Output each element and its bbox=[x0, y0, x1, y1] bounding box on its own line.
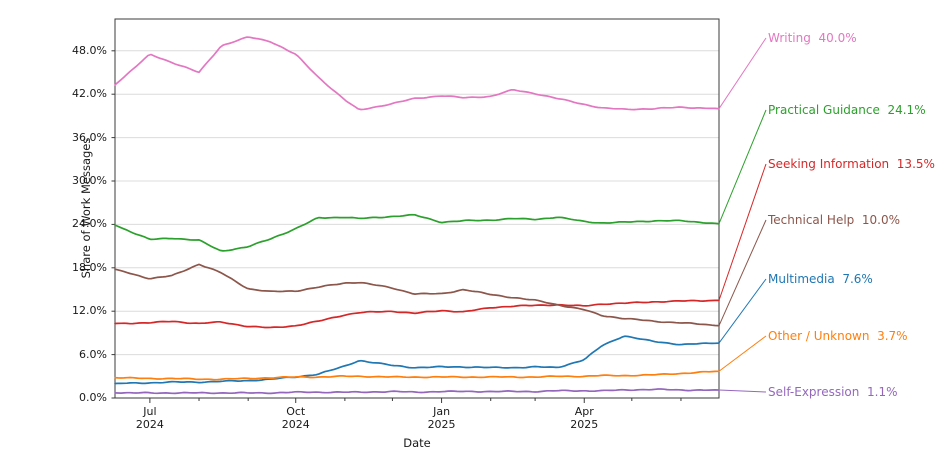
leader-line-other-unknown bbox=[718, 335, 767, 372]
y-axis-title: Share of Work Messages bbox=[79, 137, 93, 279]
leader-line-technical-help bbox=[718, 219, 767, 326]
y-tick-label: 12.0% bbox=[72, 304, 107, 318]
y-tick-label: 42.0% bbox=[72, 87, 107, 101]
series-line-writing bbox=[114, 36, 720, 111]
series-line-self-expression bbox=[114, 388, 720, 395]
x-tick-label: Jan 2025 bbox=[427, 405, 456, 431]
plot-border bbox=[114, 18, 720, 399]
leader-line-writing bbox=[718, 37, 767, 109]
leader-line-self-expression bbox=[718, 389, 767, 393]
y-tick-label: 18.0% bbox=[72, 260, 107, 274]
y-tick-label: 0.0% bbox=[79, 391, 107, 404]
x-tick-label: Oct 2024 bbox=[281, 405, 310, 431]
leader-line-seeking-information bbox=[718, 163, 767, 301]
series-label-practical-guidance: Practical Guidance 24.1% bbox=[768, 103, 926, 117]
series-label-multimedia: Multimedia 7.6% bbox=[768, 272, 873, 286]
leader-line-multimedia bbox=[718, 278, 767, 344]
series-label-other-unknown: Other / Unknown 3.7% bbox=[768, 329, 908, 343]
series-label-writing: Writing 40.0% bbox=[768, 31, 857, 45]
x-tick-label: Jul 2024 bbox=[135, 405, 164, 431]
series-line-multimedia bbox=[114, 335, 720, 385]
y-tick-label: 36.0% bbox=[72, 130, 107, 144]
series-line-other-unknown bbox=[114, 370, 720, 381]
x-axis-title: Date bbox=[403, 436, 431, 450]
y-tick-label: 48.0% bbox=[72, 43, 107, 57]
y-tick-label: 6.0% bbox=[79, 347, 107, 361]
series-line-technical-help bbox=[114, 263, 720, 327]
x-tick-label: Apr 2025 bbox=[570, 405, 599, 431]
series-line-practical-guidance bbox=[114, 213, 720, 252]
series-label-seeking-information: Seeking Information 13.5% bbox=[768, 157, 935, 171]
y-tick-label: 24.0% bbox=[72, 217, 107, 231]
series-label-self-expression: Self-Expression 1.1% bbox=[768, 385, 898, 399]
series-label-technical-help: Technical Help 10.0% bbox=[768, 213, 901, 227]
y-tick-label: 30.0% bbox=[72, 174, 107, 187]
leader-line-practical-guidance bbox=[718, 109, 767, 224]
series-line-seeking-information bbox=[114, 299, 720, 329]
